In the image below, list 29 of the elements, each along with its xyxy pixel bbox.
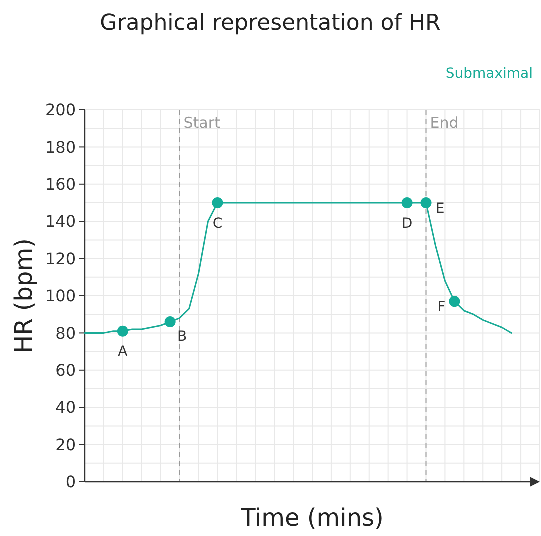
annotation: C xyxy=(212,216,223,232)
point xyxy=(164,316,176,328)
text: End xyxy=(430,114,459,132)
x-axis-title: Time (mins) xyxy=(240,504,384,532)
annotation: E xyxy=(436,200,445,217)
y-tick-label: 80 xyxy=(56,324,76,343)
y-tick-label: 180 xyxy=(45,138,76,157)
annotation: D xyxy=(402,216,413,232)
point xyxy=(420,198,432,208)
y-tick-label: 200 xyxy=(45,100,76,120)
y-axis-title: HR (bpm) xyxy=(10,238,38,354)
text: Start xyxy=(184,114,220,132)
text: Submaximal xyxy=(446,66,533,82)
y-tick-label: 160 xyxy=(45,175,76,194)
y-tick-label: 0 xyxy=(66,472,76,492)
annotation: B xyxy=(178,328,188,345)
y-tick-label: 20 xyxy=(56,435,76,454)
point xyxy=(212,198,224,208)
point xyxy=(117,326,128,337)
annotation: A xyxy=(118,344,128,360)
y-tick-label: 100 xyxy=(45,286,76,306)
y-tick-label: 120 xyxy=(45,249,76,268)
annotation: F xyxy=(438,299,446,316)
y-tick-label: 40 xyxy=(56,398,76,418)
chart-title: Graphical representation of HR xyxy=(100,11,441,36)
y-tick-label: 140 xyxy=(45,212,76,232)
point xyxy=(402,198,413,208)
y-tick-label: 60 xyxy=(56,361,76,380)
point xyxy=(449,296,460,308)
